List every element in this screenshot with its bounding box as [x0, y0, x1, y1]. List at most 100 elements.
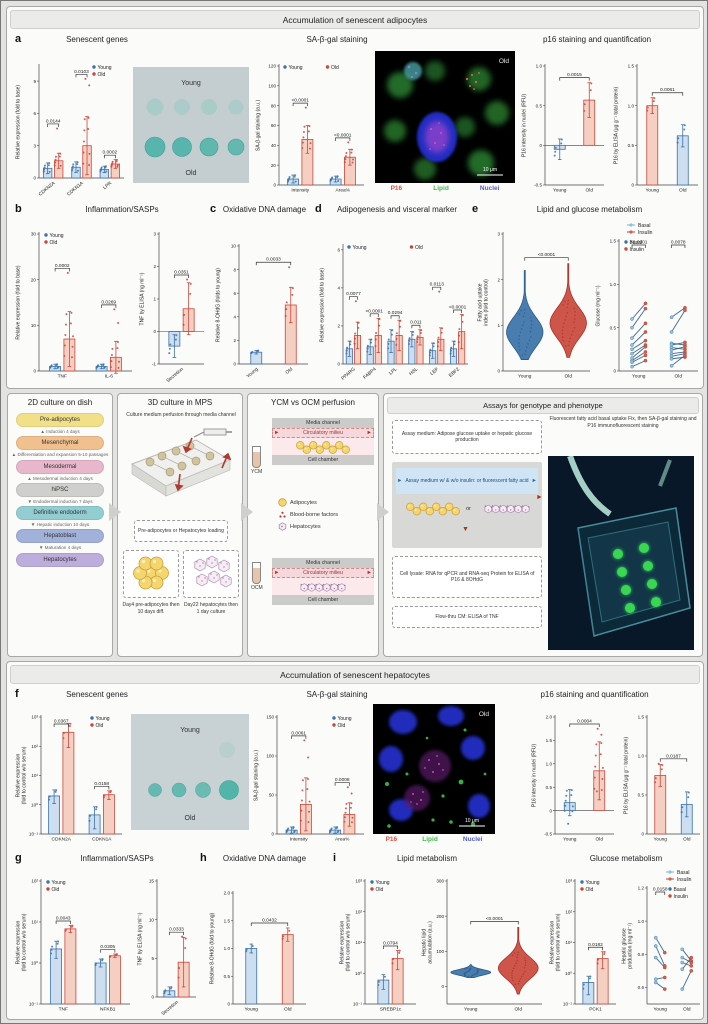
- svg-text:2: 2: [497, 277, 500, 282]
- chart-canvas: 0 100 200 300 Hepatic lipid accumulation (a.u…: [422, 879, 542, 1013]
- svg-text:15: 15: [149, 879, 155, 884]
- flow-arrow: ▼ Endodermal induction 7 days: [27, 498, 93, 504]
- svg-text:0: 0: [631, 183, 634, 188]
- svg-text:200: 200: [436, 914, 444, 919]
- svg-text:(fold to control w/o serum): (fold to control w/o serum): [21, 913, 27, 971]
- flow-right-icon: ►: [366, 570, 372, 576]
- flow-step: Pre-adipocytes: [16, 413, 104, 427]
- svg-text:Old: Old: [586, 887, 594, 893]
- chart-canvas: 0 2 4 6 Relative expression (fold to base) Yo…: [320, 244, 468, 382]
- panel-letter-f: f: [15, 688, 19, 700]
- chart-adipogenesis-markers: 0 2 4 6 Relative expression (fold to base) Yo…: [319, 233, 471, 383]
- svg-text:P16 by ELISA (μg g⁻¹ total pro: P16 by ELISA (μg g⁻¹ total protein): [614, 87, 620, 165]
- chart-senescent-genes-hepatocyte: 10³ 10² 10¹ 10⁰ 10⁻¹ Relative expression (fold…: [15, 704, 125, 846]
- svg-text:4: 4: [337, 286, 340, 291]
- svg-text:0: 0: [273, 183, 276, 188]
- svg-text:6: 6: [233, 291, 236, 296]
- svg-text:10⁰: 10⁰: [565, 971, 572, 976]
- svg-text:TNF: TNF: [59, 1007, 68, 1013]
- svg-text:Basal: Basal: [677, 870, 690, 876]
- svg-text:SA-β-gal staining (a.u.): SA-β-gal staining (a.u.): [254, 750, 260, 802]
- svg-text:Intensity: Intensity: [291, 188, 309, 194]
- svg-text:SA-β-gal staining (a.u.): SA-β-gal staining (a.u.): [256, 100, 262, 152]
- svg-text:Relative expression: Relative expression: [16, 753, 22, 797]
- chip-photo: [548, 456, 694, 650]
- svg-text:10²: 10²: [355, 909, 362, 914]
- svg-text:Area%: Area%: [336, 188, 351, 194]
- svg-text:accumulation (a.u.): accumulation (a.u.): [427, 921, 433, 964]
- svg-text:PCK1: PCK1: [589, 1007, 602, 1013]
- chart-canvas: 0 20 40 60 80 100 120 SA-β-gal staining (a.u.) Y…: [256, 64, 364, 194]
- svg-text:0: 0: [33, 369, 36, 374]
- svg-text:10: 10: [31, 323, 37, 328]
- circulatory-milieu-bar: ► Circulatory milieu ►: [272, 568, 374, 578]
- title-senescent-genes-hep: Senescent genes: [66, 690, 128, 699]
- svg-text:Glucose (mg ml⁻¹): Glucose (mg ml⁻¹): [596, 285, 602, 326]
- svg-text:Basal: Basal: [638, 223, 651, 229]
- svg-text:Young: Young: [245, 1007, 259, 1013]
- flow-down-icon: ▼: [462, 526, 469, 533]
- svg-text:Young: Young: [376, 880, 390, 886]
- banner-hepatocytes: Accumulation of senescent hepatocytes: [10, 665, 700, 684]
- svg-text:4: 4: [233, 315, 236, 320]
- adipo-cluster-image: [133, 556, 169, 590]
- svg-text:Old: Old: [683, 837, 691, 843]
- svg-text:100: 100: [436, 949, 444, 954]
- chart-canvas: 0 0.5 1.0 1.5 P16 by ELISA (μg g⁻¹ total pro…: [614, 64, 698, 194]
- svg-text:<0.0001: <0.0001: [538, 252, 556, 258]
- svg-text:10²: 10²: [31, 744, 38, 749]
- svg-text:3: 3: [153, 232, 156, 237]
- box-perfusion-title: YCM vs OCM perfusion: [270, 398, 356, 407]
- hepato-cluster-caption: Day22 hepatocytes then 1 day culture: [184, 602, 238, 615]
- svg-text:<0.0001: <0.0001: [366, 308, 384, 314]
- svg-text:Relative expression (fold to b: Relative expression (fold to base): [16, 265, 22, 340]
- svg-text:0.0008: 0.0008: [335, 777, 350, 783]
- svg-text:1.0: 1.0: [628, 103, 635, 108]
- svg-text:Intensity: Intensity: [290, 837, 308, 843]
- assay-chamber: ► Assay medium w/ & w/o insulin: or fluo…: [392, 462, 542, 548]
- svg-text:10⁰: 10⁰: [31, 802, 38, 807]
- svg-text:1: 1: [153, 297, 156, 302]
- svg-text:Old: Old: [415, 245, 423, 251]
- blot-young-label: Young: [180, 727, 200, 734]
- chart-pck1: 10³ 10² 10¹ 10⁰ 10⁻¹ Relative expression (fold…: [549, 868, 619, 1016]
- blot-young-label: Young: [181, 80, 201, 87]
- chart-tnf-secretion-hepatocyte: 0 5 10 15 TNF by ELISA (ng ml⁻¹) Secretion 0.0…: [137, 868, 199, 1016]
- cell-chamber-bar: Cell chamber: [272, 455, 374, 465]
- svg-text:50: 50: [269, 793, 275, 798]
- svg-text:0.5: 0.5: [610, 325, 617, 330]
- svg-text:Young: Young: [96, 716, 110, 722]
- flow-arrow: ▼ Maturation 4 days: [38, 545, 82, 551]
- svg-text:SREBP1c: SREBP1c: [380, 1007, 402, 1013]
- flow-step: Mesodermal: [16, 459, 104, 474]
- svg-text:Old: Old: [52, 887, 60, 893]
- hepatocyte-icon: [278, 522, 287, 531]
- p16-channel-label: P16: [390, 185, 403, 192]
- svg-text:0.0367: 0.0367: [54, 719, 69, 725]
- workflow-arrow-icon: [377, 503, 389, 521]
- lipid-channel-label: Lipid: [422, 836, 438, 843]
- box-assays: Assays for genotype and phenotype Assay …: [383, 393, 703, 657]
- flow-right-icon: ►: [274, 570, 280, 576]
- svg-text:Basal: Basal: [630, 240, 643, 246]
- svg-text:Old: Old: [596, 837, 604, 843]
- blood-borne-factors-icon: [279, 511, 286, 518]
- title-lipid-metabolism: Lipid metabolism: [396, 854, 458, 863]
- adipo-cluster-caption: Day4 pre-adipocytes then 10 days diff.: [122, 602, 180, 615]
- title-glucose-metabolism: Glucose metabolism: [589, 854, 663, 863]
- adipocyte-cells: [272, 438, 374, 455]
- svg-text:TNF: TNF: [58, 374, 67, 380]
- lipid-channel-label: Lipid: [433, 185, 449, 192]
- svg-text:0: 0: [613, 369, 616, 374]
- svg-text:production (mg ml⁻¹): production (mg ml⁻¹): [627, 923, 633, 969]
- svg-text:0: 0: [233, 362, 236, 367]
- svg-text:0.0061: 0.0061: [291, 730, 306, 736]
- chart-canvas: 0 0.5 1.0 1.5 P16 by ELISA (μg g⁻¹ total pro…: [624, 715, 700, 843]
- svg-text:-0.5: -0.5: [534, 183, 542, 188]
- assay-medium-note: Assay medium: Adipose glucose uptake or …: [392, 420, 542, 454]
- micrograph-image: Old 10 μm: [373, 704, 495, 834]
- svg-text:index (fold to control): index (fold to control): [483, 279, 489, 326]
- chart-canvas: 0 3 6 9 Relative expression (fold to base) Yo…: [16, 64, 124, 197]
- svg-text:IL-6: IL-6: [105, 374, 114, 380]
- chart-sabgal-hepatocyte: 0 50 100 150 SA-β-gal staining (a.u.) Young Ol…: [253, 704, 367, 846]
